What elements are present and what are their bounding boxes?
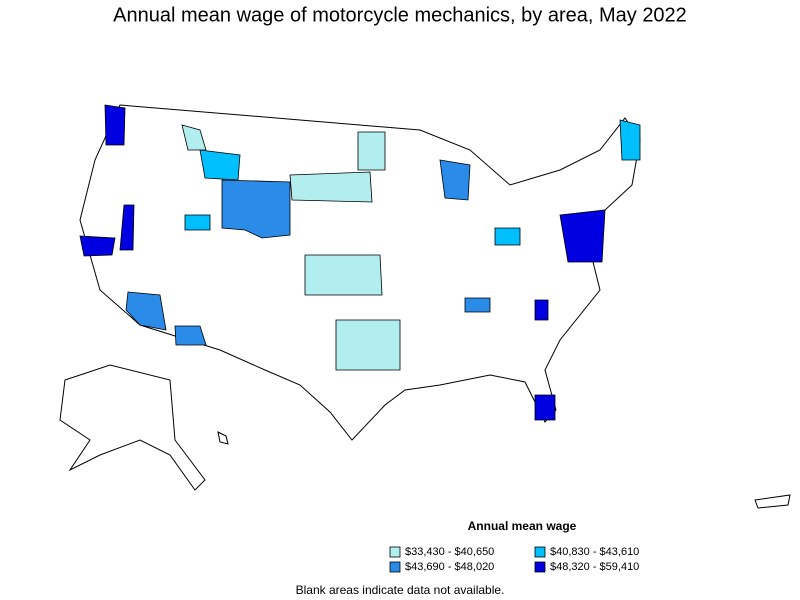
- arizona-area: [125, 291, 167, 331]
- nevada-area: [119, 204, 135, 251]
- montana-area: [199, 149, 241, 181]
- legend-swatch: [389, 546, 401, 558]
- map: [59, 104, 791, 509]
- legend-swatch: [389, 561, 401, 573]
- legend-label: $48,320 - $59,410: [550, 561, 639, 573]
- legend-swatch: [534, 561, 546, 573]
- alaska: [59, 364, 206, 491]
- maine-area: [619, 119, 641, 161]
- wyoming-colorado-area: [221, 179, 291, 239]
- kansas-area: [304, 254, 383, 296]
- legend-swatch: [534, 546, 546, 558]
- texas-area: [335, 319, 401, 371]
- legend-label: $33,430 - $40,650: [405, 546, 494, 558]
- california-area: [79, 235, 116, 257]
- tennessee-area: [464, 297, 491, 313]
- north-dakota-area: [357, 131, 386, 171]
- legend-label: $40,830 - $43,610: [550, 546, 639, 558]
- legend-label: $43,690 - $48,020: [405, 561, 494, 573]
- florida-area: [534, 394, 556, 421]
- washington-area: [104, 104, 126, 146]
- idaho-area: [181, 124, 207, 151]
- hawaii: [217, 431, 229, 445]
- michigan-area: [439, 159, 471, 201]
- new-mexico-area: [174, 325, 207, 346]
- northeast-area: [559, 209, 606, 263]
- puerto-rico: [754, 494, 791, 509]
- legend-title: Annual mean wage: [468, 519, 577, 533]
- dakotas-area: [289, 171, 373, 203]
- footnote: Blank areas indicate data not available.: [296, 583, 505, 597]
- ohio-area: [494, 227, 521, 246]
- utah-area: [184, 214, 211, 231]
- legend: Annual mean wage $33,430 - $40,650 $40,83…: [389, 519, 639, 573]
- georgia-area: [534, 299, 549, 321]
- map-title: Annual mean wage of motorcycle mechanics…: [113, 4, 687, 26]
